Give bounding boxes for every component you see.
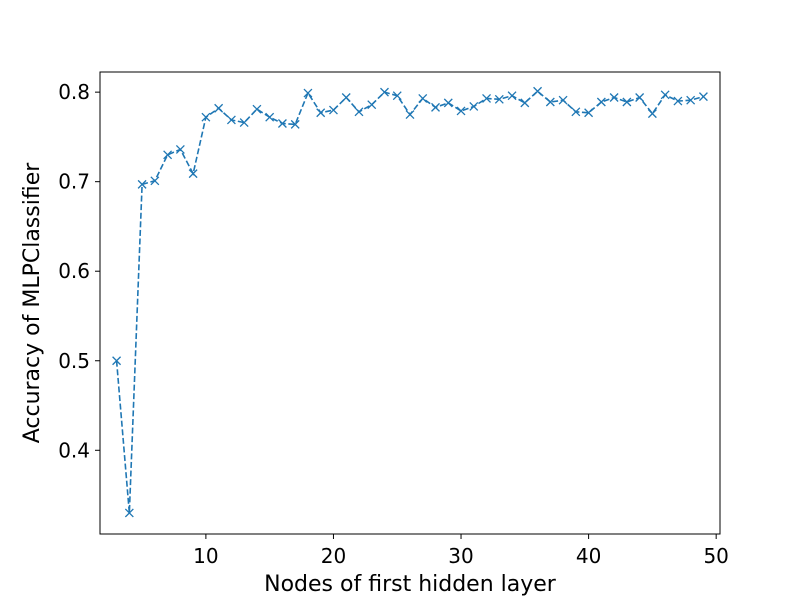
data-point-marker	[380, 87, 389, 97]
axes-layer: 10 20 30 40 50 0.4 0.5 0.6 0.7 0.8	[58, 80, 729, 568]
y-tick-label: 0.7	[58, 170, 90, 194]
data-point-marker	[226, 115, 236, 125]
data-point-marker	[265, 112, 275, 122]
data-point-marker	[635, 93, 645, 102]
data-point-marker	[175, 144, 185, 154]
data-point-marker	[533, 86, 543, 96]
data-point-marker	[545, 97, 555, 107]
data-point-marker	[303, 88, 313, 98]
x-tick-label: 50	[703, 544, 728, 568]
data-point-marker	[456, 106, 466, 116]
y-tick-label: 0.5	[58, 349, 90, 373]
plot-background	[100, 72, 720, 534]
data-point-marker	[163, 150, 173, 160]
data-point-marker	[124, 508, 134, 518]
data-point-marker	[469, 102, 479, 111]
x-tick-label: 40	[576, 544, 601, 568]
data-point-marker	[367, 100, 377, 110]
data-point-marker	[596, 97, 606, 107]
data-point-marker	[418, 93, 428, 103]
data-point-marker	[201, 112, 211, 122]
data-point-marker	[239, 118, 249, 128]
data-point-marker	[443, 98, 453, 108]
data-point-marker	[609, 93, 619, 102]
data-point-marker	[150, 176, 160, 186]
data-point-marker	[520, 98, 530, 108]
data-point-marker	[494, 94, 504, 104]
data-point-marker	[354, 107, 364, 117]
data-point-marker	[277, 119, 287, 128]
x-tick-label: 20	[321, 544, 346, 568]
data-point-marker	[328, 105, 338, 115]
x-axis-label: Nodes of first hidden layer	[264, 572, 557, 597]
data-point-marker	[252, 104, 262, 114]
data-point-marker	[660, 90, 670, 100]
data-point-marker	[112, 356, 122, 366]
data-point-marker	[507, 91, 517, 101]
y-tick-label: 0.8	[58, 80, 90, 104]
data-point-marker	[698, 92, 708, 102]
data-point-marker	[584, 108, 594, 118]
data-point-marker	[673, 96, 683, 106]
x-tick-label: 30	[448, 544, 473, 568]
plot-frame	[99, 71, 721, 535]
data-point-marker	[686, 95, 696, 105]
data-point-marker	[290, 119, 300, 129]
data-point-marker	[137, 179, 147, 189]
data-point-marker	[571, 107, 581, 117]
data-point-marker	[214, 103, 224, 113]
y-tick-label: 0.6	[58, 259, 90, 283]
y-axis-label: Accuracy of MLPClassifier	[20, 162, 45, 444]
data-point-marker	[341, 93, 351, 102]
data-point-marker	[622, 97, 632, 107]
x-tick-label: 10	[193, 544, 218, 568]
data-point-marker	[647, 109, 657, 119]
data-point-marker	[392, 91, 402, 101]
data-point-marker	[316, 108, 326, 118]
y-tick-label: 0.4	[58, 438, 90, 462]
series-layer	[112, 86, 708, 518]
data-point-marker	[558, 95, 568, 105]
data-point-marker	[188, 169, 198, 179]
data-point-marker	[405, 110, 415, 119]
data-point-marker	[431, 102, 440, 112]
data-point-marker	[482, 93, 492, 103]
